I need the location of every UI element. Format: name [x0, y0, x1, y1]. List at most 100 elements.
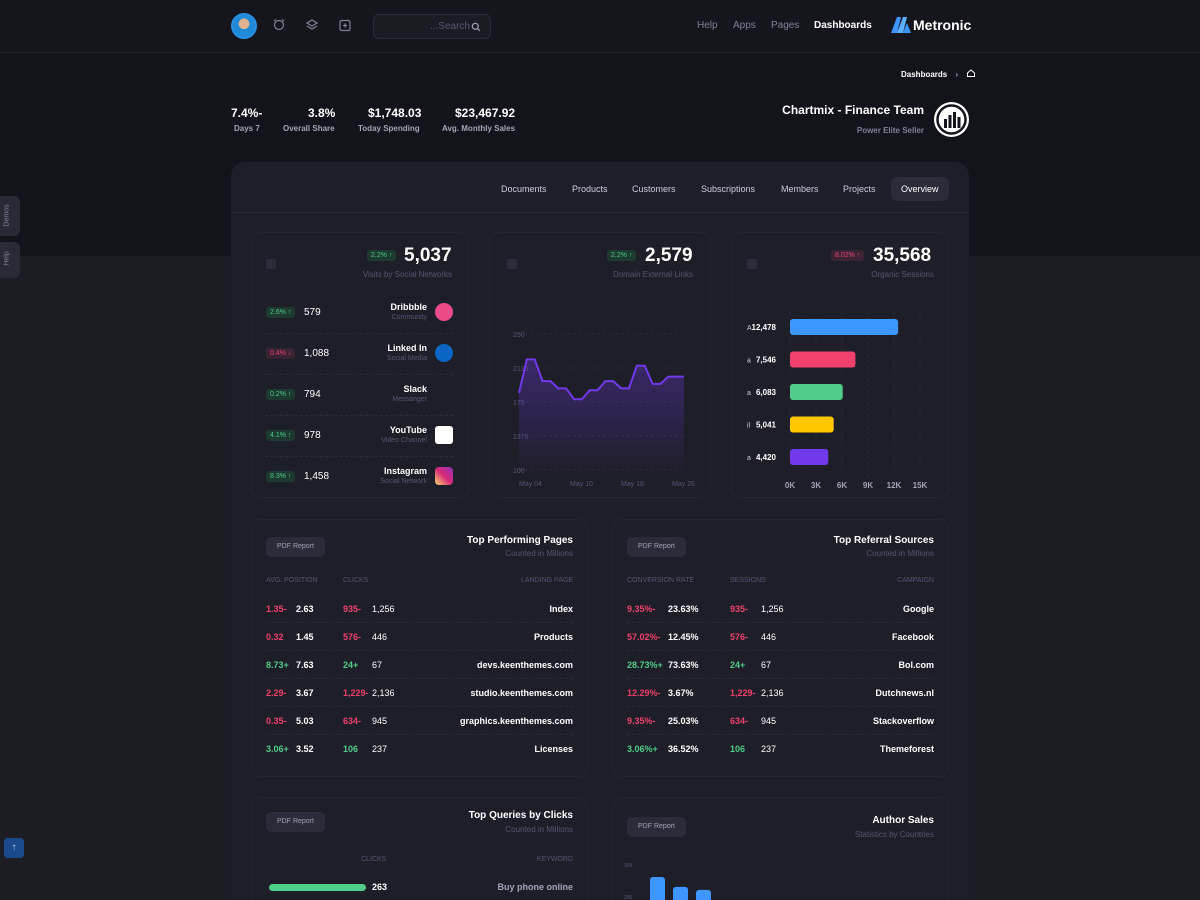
row-divider — [627, 678, 934, 679]
rate-change: 57.02%- — [627, 632, 661, 642]
y-tick-label: 2125 — [513, 366, 529, 373]
campaign-link[interactable]: Bol.com — [898, 660, 934, 670]
nav-dashboards[interactable]: Dashboards — [814, 20, 872, 31]
landing-page-link[interactable]: graphics.keenthemes.com — [459, 716, 573, 726]
category-label: il — [747, 423, 751, 430]
card1-badge: 2.2% ↑ — [367, 250, 397, 261]
side-tab-help[interactable]: Help — [0, 242, 20, 278]
tab-subscriptions[interactable]: Subscriptions — [701, 184, 756, 194]
notification-icon[interactable] — [272, 18, 286, 32]
rate-value: 3.67% — [668, 688, 694, 698]
card2-subtitle: Domain External Links — [612, 270, 693, 279]
instagram-icon[interactable] — [435, 467, 453, 485]
pdf-report-button[interactable]: PDF Report — [627, 817, 686, 837]
area-fill — [519, 359, 684, 470]
tab-products[interactable]: Products — [572, 184, 608, 194]
team-logo-icon[interactable] — [934, 102, 969, 137]
clicks-value: 1,256 — [372, 604, 395, 614]
home-icon[interactable] — [966, 68, 976, 78]
stat-value-share: 3.8% — [308, 106, 336, 120]
slack-icon[interactable] — [435, 385, 453, 403]
social-row-desc: Video Channel — [381, 437, 427, 444]
social-row-name[interactable]: Dribbble — [390, 302, 427, 312]
calendar-add-icon[interactable] — [338, 18, 352, 32]
linkedin-icon[interactable] — [435, 344, 453, 362]
card-menu-icon[interactable] — [747, 259, 757, 269]
x-tick-label: 12K — [887, 481, 902, 490]
layers-icon[interactable] — [305, 18, 319, 32]
card1-subtitle: Visits by Social Networks — [362, 270, 452, 279]
social-row-value: 978 — [304, 430, 321, 441]
stat-value-spending: $1,748.03 — [368, 106, 422, 120]
breadcrumb-label[interactable]: Dashboards — [901, 70, 948, 79]
campaign-link[interactable]: Facebook — [891, 632, 934, 642]
x-tick-label: May 10 — [570, 481, 593, 488]
referrals-header-campaign: CAMPAIGN — [897, 577, 934, 584]
social-row-desc: Messanger — [392, 396, 427, 403]
social-row-name[interactable]: YouTube — [389, 425, 427, 435]
bar-value-label: 7,546 — [756, 356, 777, 365]
sessions-value: 945 — [761, 716, 777, 726]
metronic-logo-icon — [891, 17, 911, 38]
card3-badge: 8.02% ↑ — [831, 250, 865, 261]
row-divider — [266, 706, 573, 707]
campaign-link[interactable]: Themeforest — [879, 744, 934, 754]
campaign-link[interactable]: Stackoverflow — [872, 716, 934, 726]
sessions-value: 237 — [761, 744, 777, 754]
card2-badge: 2.2% ↑ — [607, 250, 637, 261]
clicks-change: 634- — [343, 716, 362, 726]
youtube-icon[interactable] — [435, 426, 453, 444]
category-label: a — [747, 455, 751, 462]
referrals-header-rate: CONVERSION RATE — [627, 577, 695, 584]
pos-change: 0.35- — [266, 716, 287, 726]
card-menu-icon[interactable] — [507, 259, 517, 269]
dribbble-icon[interactable] — [435, 303, 453, 321]
queries-subtitle: Counted in Millions — [505, 825, 573, 834]
sessions-value: 2,136 — [761, 688, 784, 698]
bar — [790, 351, 856, 368]
query-value: 263 — [372, 882, 388, 892]
social-row-name[interactable]: Linked In — [387, 343, 427, 353]
row-divider — [266, 622, 573, 623]
social-row-desc: Social Media — [386, 355, 427, 362]
series-line — [518, 358, 684, 401]
tab-members[interactable]: Members — [781, 184, 819, 194]
clicks-value: 945 — [372, 716, 388, 726]
pdf-report-button[interactable]: PDF Report — [266, 537, 325, 557]
nav-apps[interactable]: Apps — [733, 20, 756, 31]
campaign-link[interactable]: Dutchnews.nl — [875, 688, 934, 698]
tab-documents[interactable]: Documents — [501, 184, 547, 194]
landing-page-link[interactable]: devs.keenthemes.com — [476, 660, 573, 670]
rate-value: 23.63% — [668, 604, 699, 614]
brand-name[interactable]: Metronic — [913, 17, 972, 33]
scroll-top-button[interactable]: ↑ — [4, 838, 24, 858]
avatar[interactable] — [231, 13, 257, 39]
side-tab-demos[interactable]: Demos — [0, 196, 20, 236]
search-input[interactable]: ...Search — [373, 14, 491, 39]
social-row-desc: Social Network — [380, 478, 427, 485]
breadcrumb[interactable]: Dashboards › — [901, 68, 976, 79]
pages-title: Top Performing Pages — [467, 535, 573, 546]
social-row-name[interactable]: Instagram — [383, 466, 427, 476]
nav-pages[interactable]: Pages — [771, 20, 800, 31]
tab-overview[interactable]: Overview — [891, 177, 949, 201]
pdf-report-button[interactable]: PDF Report — [266, 812, 325, 832]
landing-page-link[interactable]: Licenses — [534, 744, 573, 754]
query-keyword: Buy phone online — [497, 882, 574, 892]
landing-page-link[interactable]: Products — [533, 632, 573, 642]
landing-page-link[interactable]: Index — [549, 604, 573, 614]
clicks-value: 67 — [372, 660, 383, 670]
card-menu-icon[interactable] — [266, 259, 276, 269]
nav-help[interactable]: Help — [697, 20, 718, 31]
landing-page-link[interactable]: studio.keenthemes.com — [470, 688, 573, 698]
pdf-report-button[interactable]: PDF Report — [627, 537, 686, 557]
stat-label-sales: Avg. Monthly Sales — [442, 124, 516, 133]
pages-header-position: AVG. POSITION — [266, 577, 318, 584]
bar — [650, 877, 665, 900]
tab-customers[interactable]: Customers — [632, 184, 676, 194]
social-row-name[interactable]: Slack — [403, 384, 427, 394]
campaign-link[interactable]: Google — [903, 604, 934, 614]
bar-value-label: 4,420 — [756, 453, 777, 462]
pages-subtitle: Counted in Millions — [505, 549, 573, 558]
tab-projects[interactable]: Projects — [843, 184, 876, 194]
